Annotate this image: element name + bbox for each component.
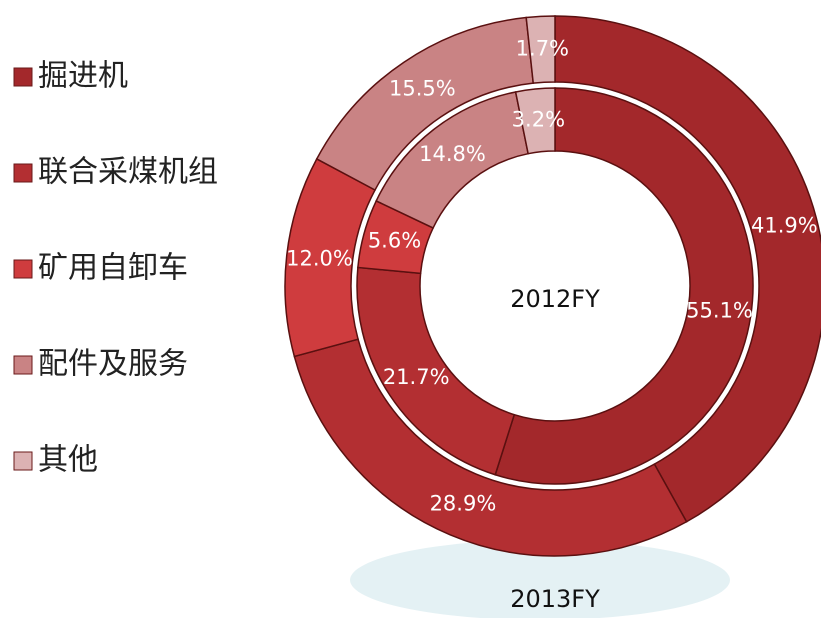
legend-swatch xyxy=(13,163,33,183)
value-label: 1.7% xyxy=(516,36,569,60)
legend-swatch xyxy=(13,355,33,375)
legend-swatch xyxy=(13,451,33,471)
value-label: 28.9% xyxy=(430,491,497,515)
value-label: 41.9% xyxy=(751,213,818,237)
value-label: 3.2% xyxy=(512,107,565,131)
legend-label: 联合采煤机组 xyxy=(38,155,218,190)
donut-segment xyxy=(494,87,754,485)
background-watermark xyxy=(350,540,730,618)
value-label: 12.0% xyxy=(286,246,353,270)
value-label: 55.1% xyxy=(686,298,753,322)
legend-swatch xyxy=(13,67,33,87)
legend-swatch xyxy=(13,259,33,279)
legend-label: 配件及服务 xyxy=(38,347,188,382)
value-label: 5.6% xyxy=(368,229,421,253)
legend-label: 矿用自卸车 xyxy=(38,251,188,286)
legend-label: 掘进机 xyxy=(38,59,128,94)
donut-segment xyxy=(554,15,821,523)
series-label: 2012FY xyxy=(510,285,600,313)
value-label: 15.5% xyxy=(389,77,456,101)
legend-label: 其他 xyxy=(38,443,98,478)
series-label: 2013FY xyxy=(510,585,600,613)
value-label: 21.7% xyxy=(383,365,450,389)
value-label: 14.8% xyxy=(419,142,486,166)
donut-segment xyxy=(514,87,556,155)
donut-segment xyxy=(525,15,556,84)
